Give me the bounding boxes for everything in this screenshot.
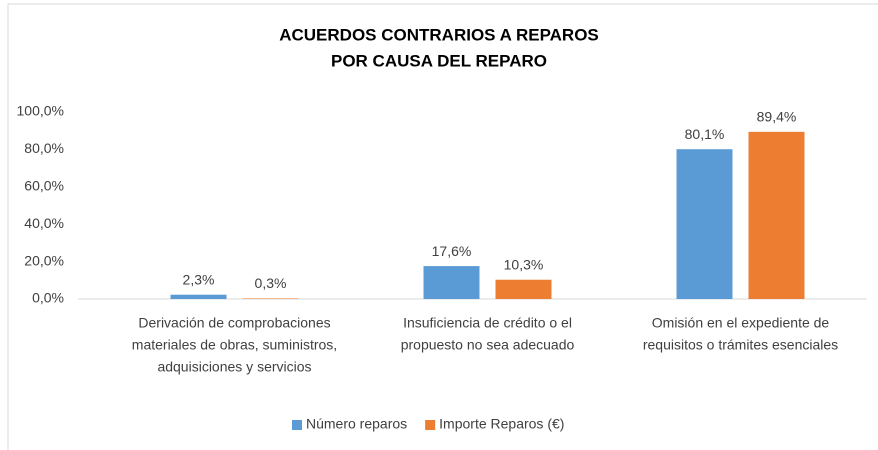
bar — [242, 298, 299, 299]
y-tick-label: 80,0% — [24, 140, 64, 156]
y-tick-label: 100,0% — [17, 103, 64, 119]
y-tick-label: 40,0% — [24, 215, 64, 231]
data-label: 2,3% — [183, 271, 215, 287]
chart-title: ACUERDOS CONTRARIOS A REPAROS — [279, 25, 599, 44]
y-tick-label: 0,0% — [32, 290, 64, 306]
legend-label: Importe Reparos (€) — [439, 416, 564, 432]
data-label: 80,1% — [685, 126, 725, 142]
bar — [676, 149, 733, 299]
y-tick-label: 20,0% — [24, 252, 64, 268]
x-tick-label: adquisiciones y servicios — [157, 359, 311, 375]
legend-label: Número reparos — [306, 416, 407, 432]
data-label: 10,3% — [504, 256, 544, 272]
x-tick-label: Insuficiencia de crédito o el — [403, 315, 572, 331]
bar — [748, 131, 805, 299]
y-tick-label: 60,0% — [24, 178, 64, 194]
data-label: 89,4% — [757, 109, 797, 125]
bar — [423, 266, 480, 299]
x-tick-label: Derivación de comprobaciones — [138, 315, 330, 331]
legend-swatch — [292, 420, 302, 430]
data-label: 0,3% — [255, 275, 287, 291]
bar — [495, 279, 552, 299]
x-tick-label: Omisión en el expediente de — [652, 315, 830, 331]
x-tick-label: propuesto no sea adecuado — [401, 337, 575, 353]
x-tick-label: requisitos o trámites esenciales — [643, 337, 838, 353]
x-tick-label: materiales de obras, suministros, — [132, 337, 337, 353]
legend-swatch — [425, 420, 436, 430]
chart-border — [7, 3, 878, 450]
bar — [170, 294, 227, 299]
data-label: 17,6% — [432, 243, 472, 259]
chart-title: POR CAUSA DEL REPARO — [331, 51, 547, 70]
